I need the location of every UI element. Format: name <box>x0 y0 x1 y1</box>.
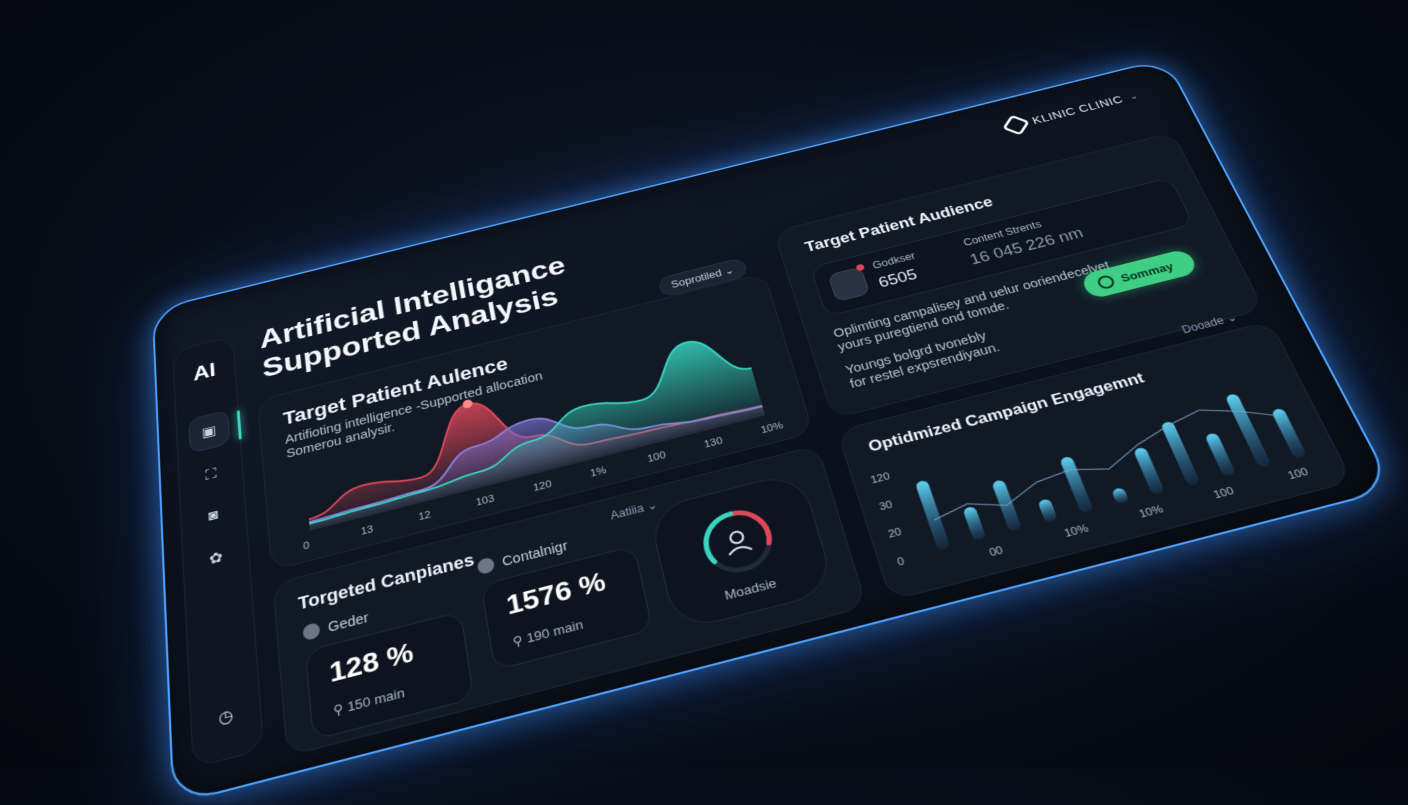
lock-icon <box>477 556 496 575</box>
stat1-value: 6505 <box>876 266 919 291</box>
gender-icon <box>302 622 320 641</box>
engagement-y-tick: 20 <box>887 526 903 540</box>
audience-x-tick: 1% <box>589 465 607 479</box>
summary-button[interactable]: Sommay <box>1080 248 1200 300</box>
engagement-bar[interactable] <box>1111 487 1129 504</box>
timer-icon: ◷ <box>218 705 234 729</box>
engagement-bar[interactable] <box>1059 456 1094 514</box>
sidebar-item-scan[interactable]: ⛶ <box>190 454 231 497</box>
engagement-bar[interactable] <box>1225 393 1272 468</box>
gender-sub: ⚲ 150 main <box>333 685 406 719</box>
engagement-bar-chart <box>896 367 1323 563</box>
sidebar: AI ▣ ⛶ ◙ ✿ ◷ <box>172 335 264 768</box>
brand[interactable]: KLINIC CLINIC ⌄ <box>1003 88 1141 135</box>
engagement-y-tick: 120 <box>869 471 891 486</box>
sidebar-item-globe[interactable]: ✿ <box>195 535 237 581</box>
chat-icon <box>1096 274 1117 290</box>
engagement-bar[interactable] <box>1160 421 1200 486</box>
campaigns-dropdown[interactable]: Aatiiia ⌄ <box>609 498 658 522</box>
brand-name: KLINIC CLINIC <box>1030 93 1125 126</box>
contact-sub: ⚲ 190 main <box>512 617 585 650</box>
engagement-y-tick: 0 <box>896 556 906 569</box>
clinic-logo-icon <box>1002 115 1030 136</box>
notification-dot-icon <box>856 264 866 272</box>
sidebar-logo: AI <box>174 355 235 391</box>
audience-x-tick: 13 <box>360 524 374 538</box>
contact-value: 1576 % <box>504 566 608 621</box>
audience-filter-dropdown[interactable]: Soprotiled ⌄ <box>657 257 749 298</box>
engagement-x-tick: 00 <box>988 545 1005 560</box>
engagement-bar[interactable] <box>1037 498 1058 523</box>
scan-icon: ⛶ <box>205 466 217 484</box>
camera-icon: ◙ <box>208 507 219 525</box>
audience-x-tick: 12 <box>418 509 432 523</box>
chevron-down-icon: ⌄ <box>1127 91 1140 102</box>
contact-sub-text: 190 main <box>525 617 584 646</box>
engagement-bar[interactable] <box>1133 447 1165 496</box>
gender-value: 128 % <box>328 637 415 690</box>
sidebar-item-dashboard[interactable]: ▣ <box>188 410 230 454</box>
gender-sub-text: 150 main <box>347 685 406 715</box>
campaigns-title: Torgeted Canpianes <box>297 550 475 614</box>
summary-button-label: Sommay <box>1119 260 1176 284</box>
stage: KLINIC CLINIC ⌄ AI ▣ ⛶ ◙ ✿ ◷ Artificial … <box>0 0 1408 768</box>
dashboard-icon: ▣ <box>201 422 216 442</box>
engagement-bar[interactable] <box>962 506 986 542</box>
patient-avatar-icon <box>827 267 870 303</box>
gauge-box[interactable]: Moadsie <box>648 471 837 633</box>
sidebar-item-timer[interactable]: ◷ <box>203 692 248 743</box>
engagement-bar[interactable] <box>1204 432 1236 477</box>
engagement-y-tick: 30 <box>878 499 894 513</box>
active-indicator <box>237 410 242 440</box>
gender-label-text: Geder <box>327 609 369 634</box>
globe-icon: ✿ <box>209 548 224 569</box>
tablet-frame: KLINIC CLINIC ⌄ AI ▣ ⛶ ◙ ✿ ◷ Artificial … <box>152 58 1395 805</box>
sidebar-item-camera[interactable]: ◙ <box>193 494 235 539</box>
audience-x-tick: 0 <box>303 540 310 552</box>
